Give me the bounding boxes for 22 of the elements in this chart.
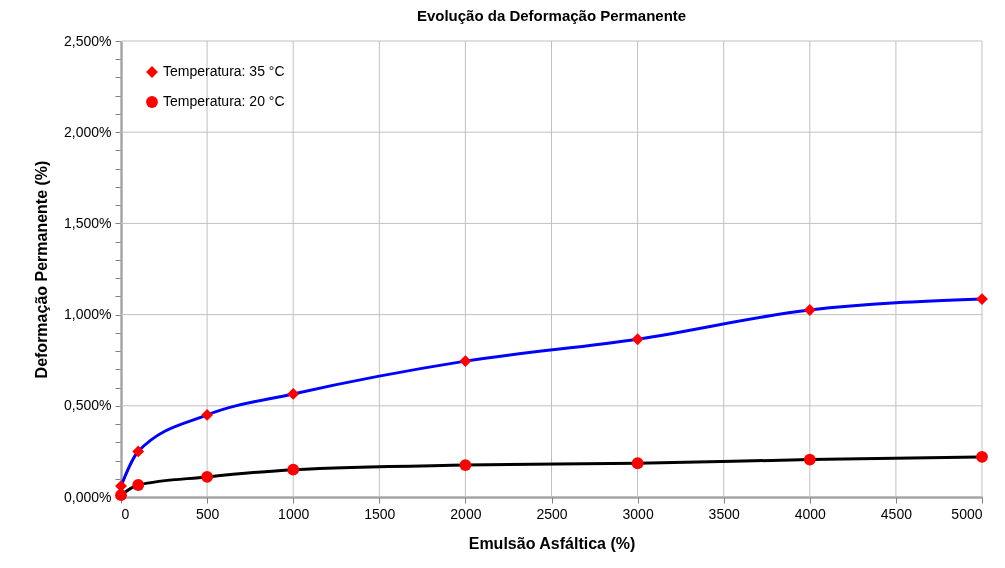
x-tick-label: 1500 <box>364 505 396 522</box>
y-tick-label: 0,000% <box>64 488 112 505</box>
x-tick-label: 1000 <box>278 505 310 522</box>
x-tick-label: 2000 <box>450 505 482 522</box>
x-tick-label: 4000 <box>794 505 827 522</box>
y-tick-label: 1,500% <box>64 214 112 231</box>
x-axis-title: Emulsão Asfáltica (%) <box>468 534 636 552</box>
y-tick-label: 0,500% <box>64 397 112 414</box>
x-tick-label: 500 <box>195 505 220 522</box>
y-tick-label: 2,000% <box>64 123 112 140</box>
x-tick-label: 0 <box>121 505 130 522</box>
x-tick-label: 2500 <box>536 505 568 522</box>
legend-label: Temperatura: 35 °C <box>163 63 285 79</box>
y-axis-title: Deformação Permanente (%) <box>33 160 51 379</box>
x-tick-label: 3500 <box>708 505 740 522</box>
x-tick-label: 3000 <box>622 505 654 522</box>
x-tick-label: 4500 <box>880 505 913 522</box>
x-tick-label: 5000 <box>951 505 983 522</box>
chart-title: Evolução da Deformação Permanente <box>416 7 687 24</box>
y-tick-label: 1,000% <box>64 306 112 323</box>
y-tick-label: 2,500% <box>64 32 112 49</box>
legend-label: Temperatura: 20 °C <box>163 93 285 109</box>
